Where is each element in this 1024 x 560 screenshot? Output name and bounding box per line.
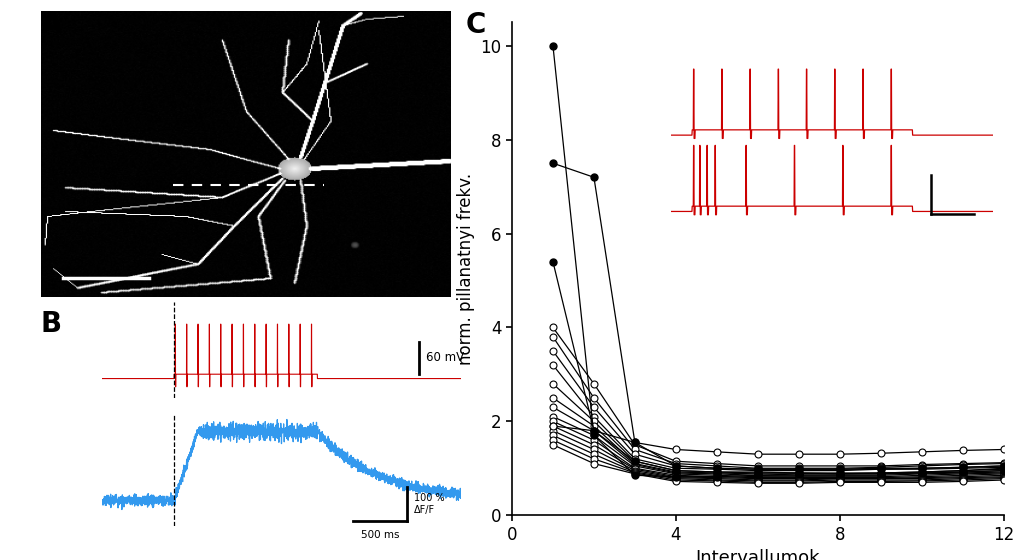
Text: 60 mV: 60 mV <box>426 351 464 365</box>
Text: A: A <box>41 11 62 39</box>
Text: 100 %
ΔF/F: 100 % ΔF/F <box>414 493 444 515</box>
Text: B: B <box>41 310 62 338</box>
Text: C: C <box>466 11 486 39</box>
X-axis label: Intervallumok: Intervallumok <box>695 549 820 560</box>
Text: 500 ms: 500 ms <box>360 530 399 540</box>
Y-axis label: norm. pillanatnyi frekv.: norm. pillanatnyi frekv. <box>457 172 475 365</box>
